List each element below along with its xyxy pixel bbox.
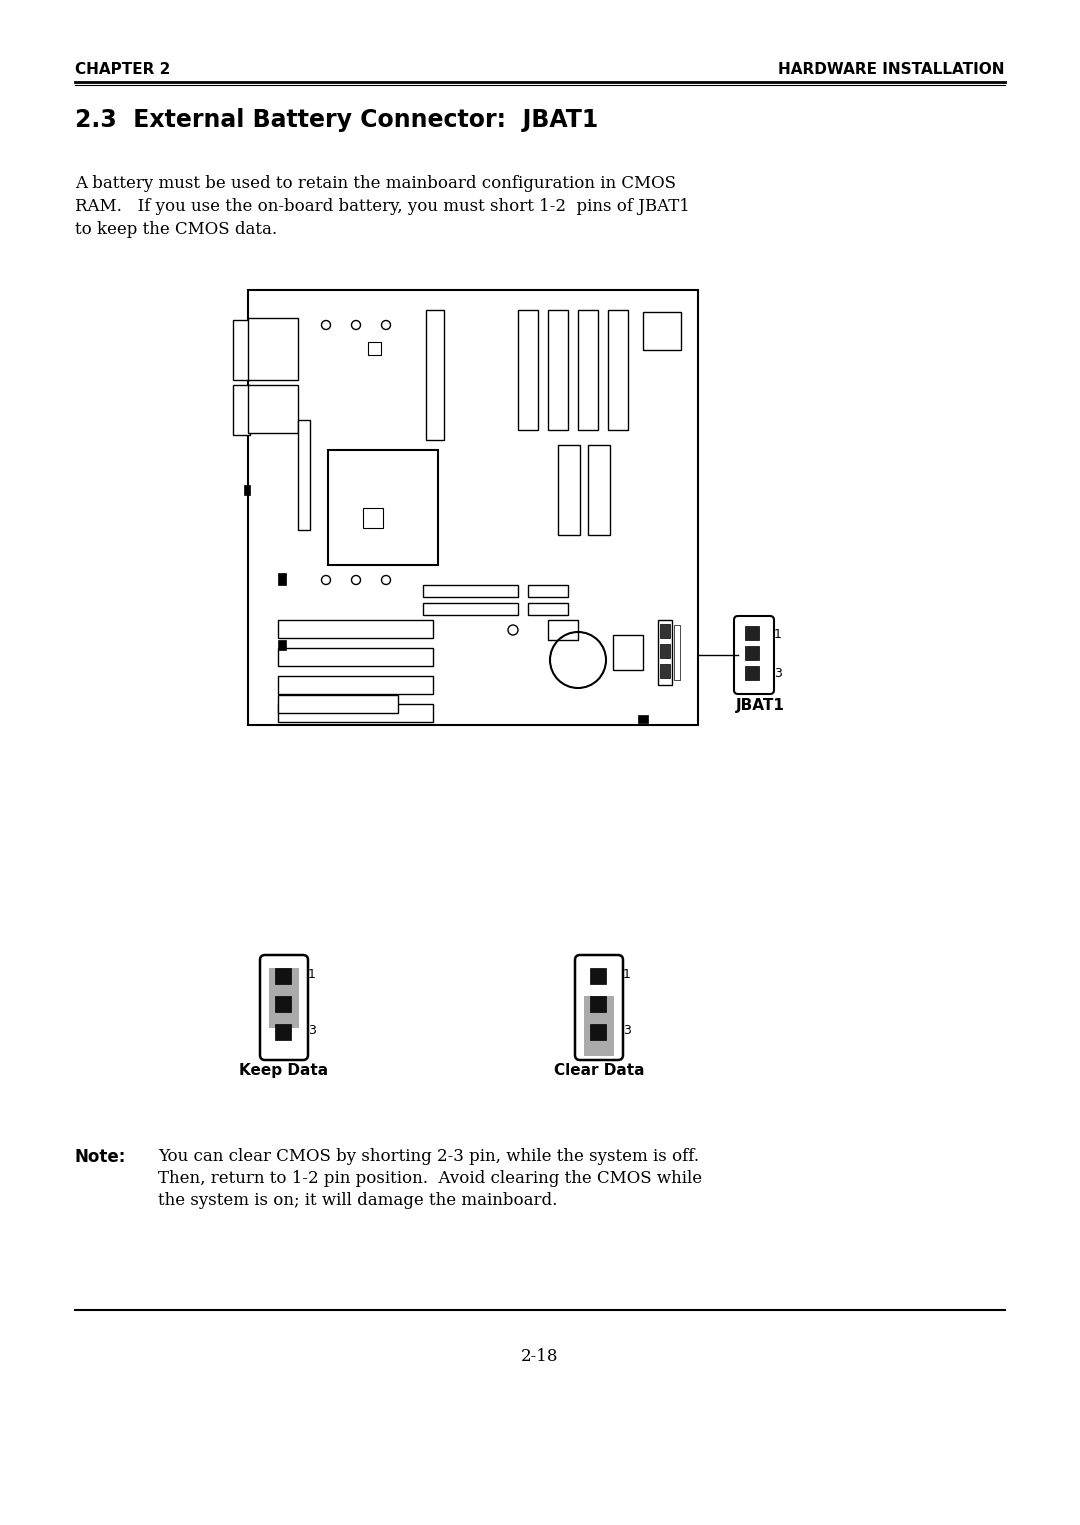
Bar: [548, 310, 568, 430]
Bar: [275, 996, 291, 1013]
Bar: [643, 313, 681, 351]
Bar: [660, 624, 670, 637]
Bar: [584, 996, 615, 1055]
Text: RAM.   If you use the on-board battery, you must short 1-2  pins of JBAT1: RAM. If you use the on-board battery, yo…: [75, 198, 690, 215]
Bar: [608, 310, 627, 430]
Text: to keep the CMOS data.: to keep the CMOS data.: [75, 221, 278, 238]
Bar: [590, 1023, 606, 1040]
Bar: [278, 621, 433, 637]
Text: 3: 3: [308, 1023, 315, 1037]
Bar: [278, 695, 399, 714]
Text: JBAT1: JBAT1: [735, 698, 785, 714]
Bar: [278, 676, 433, 694]
Text: 3: 3: [623, 1023, 631, 1037]
Bar: [368, 342, 381, 355]
Bar: [660, 644, 670, 657]
Bar: [613, 634, 643, 669]
Bar: [233, 384, 249, 435]
Bar: [674, 625, 680, 680]
Bar: [248, 319, 298, 380]
Text: 1: 1: [623, 968, 631, 981]
Text: 2.3  External Battery Connector:  JBAT1: 2.3 External Battery Connector: JBAT1: [75, 108, 598, 133]
FancyBboxPatch shape: [260, 955, 308, 1060]
Bar: [745, 625, 759, 640]
Bar: [745, 647, 759, 660]
Text: Keep Data: Keep Data: [240, 1063, 328, 1078]
Text: 1: 1: [774, 628, 782, 640]
Text: the system is on; it will damage the mainboard.: the system is on; it will damage the mai…: [158, 1193, 557, 1209]
Bar: [275, 968, 291, 984]
Text: You can clear CMOS by shorting 2-3 pin, while the system is off.: You can clear CMOS by shorting 2-3 pin, …: [158, 1148, 699, 1165]
Bar: [528, 602, 568, 615]
Text: 1: 1: [308, 968, 315, 981]
Bar: [298, 419, 310, 531]
Bar: [518, 310, 538, 430]
Text: Then, return to 1-2 pin position.  Avoid clearing the CMOS while: Then, return to 1-2 pin position. Avoid …: [158, 1170, 702, 1186]
Bar: [233, 320, 249, 380]
Text: Note:: Note:: [75, 1148, 126, 1167]
Bar: [248, 290, 698, 724]
Text: 3: 3: [774, 666, 782, 680]
Bar: [269, 968, 299, 1028]
Text: 2-18: 2-18: [522, 1348, 558, 1365]
Bar: [328, 450, 438, 564]
Bar: [548, 621, 578, 640]
Bar: [363, 508, 383, 528]
Text: Clear Data: Clear Data: [554, 1063, 645, 1078]
Bar: [660, 663, 670, 679]
Bar: [590, 968, 606, 984]
Bar: [588, 445, 610, 535]
Text: CHAPTER 2: CHAPTER 2: [75, 63, 171, 76]
Bar: [244, 485, 249, 496]
FancyBboxPatch shape: [575, 955, 623, 1060]
Bar: [248, 384, 298, 433]
Bar: [275, 1023, 291, 1040]
Text: A battery must be used to retain the mainboard configuration in CMOS: A battery must be used to retain the mai…: [75, 175, 676, 192]
Bar: [558, 445, 580, 535]
Bar: [658, 621, 672, 685]
Bar: [638, 715, 648, 723]
Bar: [278, 640, 286, 650]
Bar: [528, 586, 568, 596]
Bar: [423, 602, 518, 615]
Bar: [278, 648, 433, 666]
FancyBboxPatch shape: [734, 616, 774, 694]
Text: HARDWARE INSTALLATION: HARDWARE INSTALLATION: [779, 63, 1005, 76]
Bar: [278, 573, 286, 586]
Bar: [745, 666, 759, 680]
Bar: [590, 996, 606, 1013]
Bar: [578, 310, 598, 430]
Bar: [423, 586, 518, 596]
Bar: [426, 310, 444, 441]
Bar: [278, 705, 433, 721]
